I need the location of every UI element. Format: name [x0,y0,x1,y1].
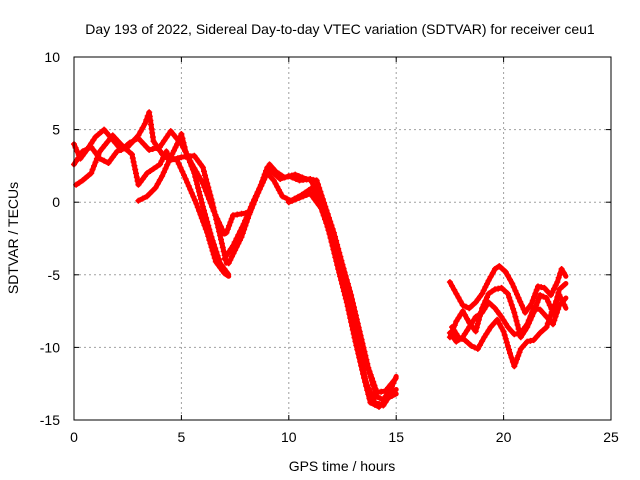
x-tick-label: 15 [388,429,404,445]
x-tick-label: 10 [281,429,297,445]
plus-markers [135,131,230,275]
y-tick-label: -10 [40,339,60,355]
series-layer [71,109,569,410]
grid-lines [74,57,611,420]
series-track-9 [446,263,569,316]
y-tick-label: 5 [52,122,60,138]
y-tick-label: -5 [48,267,61,283]
y-tick-label: 10 [44,49,60,65]
series-track-4 [135,131,232,278]
plus-markers [73,132,229,263]
plot-frame [73,56,612,421]
series-line [447,263,569,316]
series-line [286,191,399,408]
y-tick-label: -15 [40,412,60,428]
series-track-8 [285,190,399,409]
chart-title: Day 193 of 2022, Sidereal Day-to-day VTE… [85,21,595,37]
x-tick-label: 20 [496,429,512,445]
plus-markers [285,190,395,409]
x-axis-label: GPS time / hours [289,458,396,474]
x-tick-label: 25 [603,429,619,445]
y-axis-label: SDTVAR / TECUs [5,182,21,294]
y-tick-label: 0 [52,194,60,210]
plus-markers [449,292,568,370]
series-track-12 [449,292,569,370]
series-track-3 [73,132,229,266]
x-tick-label: 0 [70,429,78,445]
x-tick-label: 5 [178,429,186,445]
plus-markers [446,263,567,316]
axis-ticks: 0 5 10 15 20 25 -15 -10 -5 0 5 10 [40,49,619,445]
